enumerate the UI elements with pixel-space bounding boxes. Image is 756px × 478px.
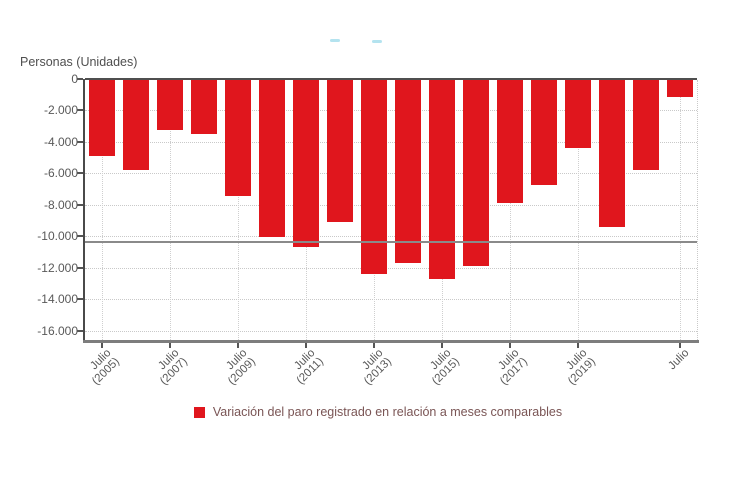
x-tick-mark (577, 343, 579, 348)
y-tick-mark (77, 172, 83, 175)
reference-line (85, 240, 697, 243)
bar-julio-2011[interactable] (293, 80, 319, 248)
y-gridline (85, 330, 697, 332)
y-tick-mark (77, 140, 83, 143)
x-tick-mark (679, 343, 681, 348)
x-axis-line (83, 340, 699, 343)
y-tick-label: -14.000 (37, 292, 78, 307)
bar-julio-2017[interactable] (497, 80, 523, 203)
bar-julio-2012[interactable] (327, 80, 353, 222)
y-tick-label: 0 (71, 72, 78, 86)
legend-label: Variación del paro registrado en relació… (212, 405, 563, 419)
y-gridline (85, 110, 697, 112)
x-tick-mark (305, 343, 307, 348)
y-tick-label: -8.000 (43, 197, 78, 212)
y-tick-label: -16.000 (37, 323, 78, 338)
y-tick-mark (77, 266, 83, 269)
x-tick-label: Julio (2011) (292, 347, 326, 387)
plot-right-border (697, 80, 698, 340)
y-axis-line (83, 79, 85, 340)
y-gridline (85, 267, 697, 269)
y-tick-mark (77, 109, 83, 112)
y-tick-mark (77, 78, 83, 80)
render-artifact-mark (372, 40, 382, 43)
x-gridline (510, 80, 511, 340)
x-gridline (578, 80, 579, 340)
x-gridline (170, 80, 171, 340)
x-gridline (238, 80, 239, 340)
x-tick-label: Julio (2019) (564, 347, 598, 388)
bar-julio-2010[interactable] (259, 80, 285, 238)
bar-julio-2014[interactable] (395, 80, 421, 264)
y-tick-mark (77, 235, 83, 238)
y-tick-mark (77, 298, 83, 301)
bar-julio-2013[interactable] (361, 80, 387, 275)
y-gridline (85, 204, 697, 206)
bar-julio-2021[interactable] (633, 80, 659, 171)
x-tick-label: Julio (2017) (496, 347, 530, 388)
render-artifact-mark (330, 39, 340, 42)
y-tick-mark (77, 203, 83, 206)
y-gridline (85, 299, 697, 301)
x-tick-mark (509, 343, 511, 348)
x-tick-mark (169, 343, 171, 348)
bar-julio-2005[interactable] (89, 80, 115, 157)
bar-julio-2020[interactable] (599, 80, 625, 227)
y-tick-label: -10.000 (37, 229, 78, 244)
bar-julio-2015[interactable] (429, 80, 455, 279)
y-tick-label: -2.000 (43, 103, 78, 118)
y-axis-title: Personas (Unidades) (20, 55, 138, 69)
bar-julio-2008[interactable] (191, 80, 217, 134)
x-tick-label: Julio (2005) (88, 347, 122, 388)
x-tick-label: Julio (2007) (156, 347, 190, 388)
legend-marker-icon (193, 406, 205, 418)
y-tick-label: -4.000 (43, 134, 78, 149)
y-gridline (85, 236, 697, 238)
bar-julio-2016[interactable] (463, 80, 489, 266)
zero-line (85, 78, 697, 80)
bar-julio-2007[interactable] (157, 80, 183, 131)
x-tick-label: Julio (2009) (224, 347, 258, 388)
x-tick-mark (237, 343, 239, 348)
x-tick-label: Julio (666, 347, 692, 373)
bar-julio-2009[interactable] (225, 80, 251, 197)
bar-julio-2018[interactable] (531, 80, 557, 185)
y-tick-mark (77, 329, 83, 332)
x-gridline (102, 80, 103, 340)
x-tick-mark (373, 343, 375, 348)
y-gridline (85, 173, 697, 175)
x-tick-mark (441, 343, 443, 348)
y-tick-label: -12.000 (37, 260, 78, 275)
x-tick-label: Julio (2013) (360, 347, 394, 388)
y-gridline (85, 141, 697, 143)
legend[interactable]: Variación del paro registrado en relació… (0, 405, 756, 419)
y-tick-label: -6.000 (43, 166, 78, 181)
x-tick-label: Julio (2015) (428, 347, 462, 388)
bar-julio[interactable] (667, 80, 693, 98)
bar-julio-2006[interactable] (123, 80, 149, 170)
bar-julio-2019[interactable] (565, 80, 591, 148)
x-tick-mark (101, 343, 103, 348)
x-gridline (680, 80, 681, 340)
